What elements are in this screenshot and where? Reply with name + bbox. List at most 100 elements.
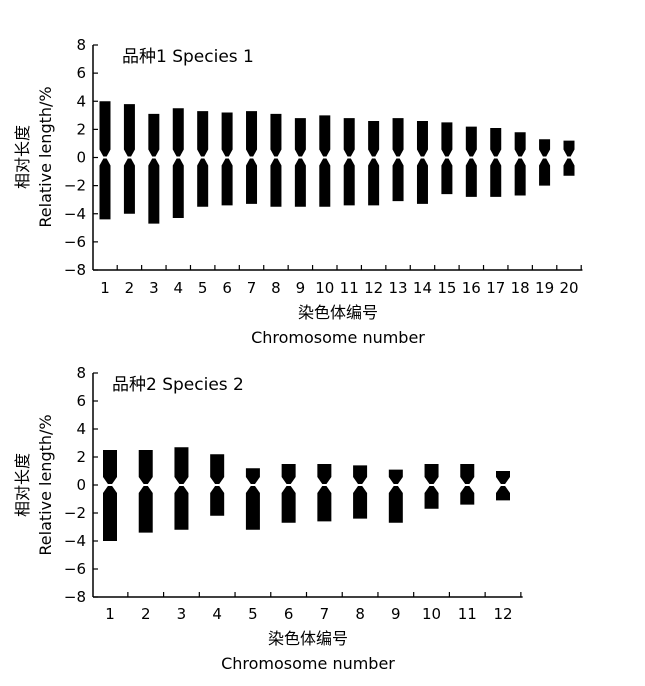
chromosome-short-arm <box>210 454 225 484</box>
x-tick-label: 16 <box>462 279 481 297</box>
x-tick-label: 8 <box>271 279 281 297</box>
y-tick-label: −8 <box>64 261 86 279</box>
chromosome-short-arm <box>172 108 184 157</box>
chromosome-short-arm <box>138 450 153 484</box>
chromosome-short-arm <box>465 126 477 157</box>
chromosome-short-arm <box>99 101 111 157</box>
chromosome-short-arm <box>490 127 502 157</box>
chromosome-long-arm <box>388 486 403 523</box>
chromosome-short-arm <box>319 115 331 157</box>
x-tick-label: 4 <box>212 605 222 623</box>
x-tick-label: 9 <box>391 605 401 623</box>
chromosome-long-arm <box>138 486 153 533</box>
chromosome-long-arm <box>103 486 117 541</box>
y-tick-label: −2 <box>64 504 86 522</box>
y-tick-label: 0 <box>76 149 86 167</box>
x-tick-label: 10 <box>422 605 441 623</box>
chromosome-short-arm <box>246 111 258 157</box>
chromosome-short-arm <box>368 120 380 157</box>
x-tick-label: 11 <box>458 605 477 623</box>
chromosome-short-arm <box>174 447 189 484</box>
x-tick-label: 10 <box>315 279 334 297</box>
species1-xlabel-cn: 染色体编号 <box>298 303 378 322</box>
chromosome-long-arm <box>392 158 404 202</box>
y-tick-label: 0 <box>76 476 86 494</box>
species1-chart: 品种1 Species 1 相对长度 Relative length/% 染色体… <box>13 36 583 347</box>
chromosome-short-arm <box>270 113 282 157</box>
chromosome-long-arm <box>563 158 575 176</box>
chromosome-long-arm <box>496 486 510 501</box>
x-tick-label: 12 <box>364 279 383 297</box>
x-tick-label: 14 <box>413 279 432 297</box>
chromosome-long-arm <box>460 486 475 505</box>
x-tick-label: 7 <box>247 279 257 297</box>
species1-title: 品种1 Species 1 <box>122 47 254 67</box>
y-tick-label: −4 <box>64 532 86 550</box>
chromosome-short-arm <box>388 469 403 484</box>
chromosome-long-arm <box>490 158 502 197</box>
chromosome-short-arm <box>460 464 475 484</box>
chromosome-long-arm <box>172 158 184 218</box>
y-tick-label: 2 <box>76 120 86 138</box>
x-tick-label: 13 <box>389 279 408 297</box>
y-tick-label: 8 <box>76 36 86 54</box>
species2-chart: 品种2 Species 2 相对长度 Relative length/% 染色体… <box>13 364 523 673</box>
chromosome-short-arm <box>416 120 428 157</box>
chromosome-short-arm <box>317 464 332 484</box>
y-tick-label: −2 <box>64 177 86 195</box>
chromosome-short-arm <box>441 122 453 157</box>
chromosome-long-arm <box>424 486 439 509</box>
chromosome-short-arm <box>294 118 306 157</box>
y-tick-label: 6 <box>76 64 86 82</box>
y-tick-label: −4 <box>64 205 86 223</box>
chromosome-long-arm <box>270 158 282 207</box>
chromosome-long-arm <box>210 486 225 516</box>
species2-ylabel-en: Relative length/% <box>36 414 55 555</box>
chromosome-long-arm <box>353 486 368 519</box>
chromosome-short-arm <box>353 465 368 484</box>
chromosome-long-arm <box>294 158 306 207</box>
x-tick-label: 6 <box>284 605 294 623</box>
species2-title: 品种2 Species 2 <box>112 375 244 395</box>
chromosome-short-arm <box>123 104 135 157</box>
chromosome-long-arm <box>317 486 332 522</box>
chromosome-short-arm <box>245 468 260 484</box>
chromosome-long-arm <box>148 158 160 224</box>
y-tick-label: 6 <box>76 392 86 410</box>
x-tick-label: 3 <box>149 279 159 297</box>
chromosome-short-arm <box>496 471 510 484</box>
chromosome-long-arm <box>441 158 453 195</box>
x-tick-label: 5 <box>248 605 258 623</box>
x-tick-label: 8 <box>355 605 365 623</box>
chromosome-short-arm <box>197 111 209 157</box>
x-tick-label: 20 <box>559 279 578 297</box>
x-tick-label: 4 <box>173 279 183 297</box>
chromosome-long-arm <box>197 158 209 207</box>
x-tick-label: 5 <box>198 279 208 297</box>
chromosome-long-arm <box>221 158 233 206</box>
x-tick-label: 17 <box>486 279 505 297</box>
y-tick-label: −8 <box>64 588 86 606</box>
chromosome-long-arm <box>465 158 477 197</box>
chromosome-short-arm <box>514 132 526 157</box>
x-tick-label: 6 <box>222 279 232 297</box>
chromosome-short-arm <box>103 450 117 484</box>
x-tick-label: 19 <box>535 279 554 297</box>
chromosome-short-arm <box>424 464 439 484</box>
x-tick-label: 7 <box>320 605 330 623</box>
x-tick-label: 2 <box>125 279 135 297</box>
chromosome-long-arm <box>319 158 331 207</box>
species1-ylabel-cn: 相对长度 <box>13 125 32 189</box>
y-tick-label: −6 <box>64 560 86 578</box>
chromosome-long-arm <box>368 158 380 206</box>
x-tick-label: 1 <box>105 605 115 623</box>
chromosome-short-arm <box>392 118 404 157</box>
chromosome-short-arm <box>221 112 233 157</box>
species2-ylabel-cn: 相对长度 <box>13 453 32 517</box>
y-tick-label: 8 <box>76 364 86 382</box>
chromosome-short-arm <box>148 113 160 157</box>
y-tick-label: 2 <box>76 448 86 466</box>
chromosome-short-arm <box>281 464 296 484</box>
x-tick-label: 9 <box>296 279 306 297</box>
